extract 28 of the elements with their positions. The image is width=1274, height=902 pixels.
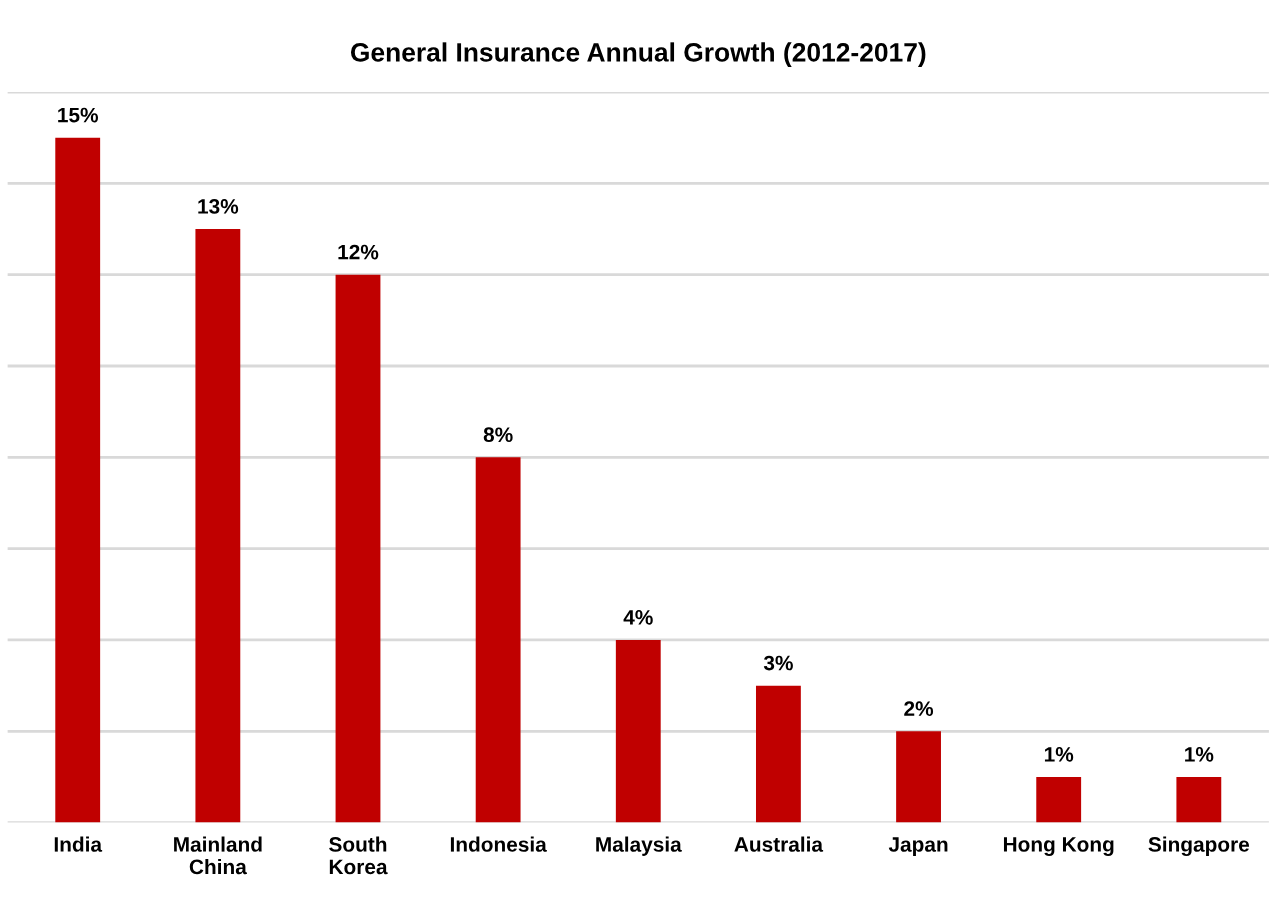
- bar: [1176, 776, 1222, 823]
- data-label: 2%: [904, 701, 934, 717]
- x-tick-label: Japan: [888, 837, 948, 856]
- bar: [755, 685, 801, 823]
- bar: [55, 137, 101, 823]
- x-tick-label: Australia: [734, 836, 824, 852]
- x-tick-label: Malaysia: [596, 836, 682, 856]
- data-label: 15%: [58, 107, 99, 123]
- x-tick-label: Mainland China: [174, 836, 262, 875]
- x-tick-label: South Korea: [329, 836, 388, 875]
- data-label: 1%: [1044, 747, 1074, 762]
- bar: [1036, 776, 1082, 823]
- data-label: 13%: [198, 199, 239, 214]
- x-tick-label: India: [54, 836, 103, 852]
- chart-title: General Insurance Annual Growth (2012-2017): [350, 42, 926, 67]
- bar: [615, 639, 661, 823]
- data-label: 8%: [483, 427, 513, 443]
- bar: [896, 731, 941, 823]
- bar: [475, 457, 521, 823]
- x-tick-label: Hong Kong: [1003, 837, 1114, 856]
- bar: [335, 274, 381, 823]
- data-label: 3%: [763, 655, 793, 671]
- data-label: 1%: [1185, 747, 1214, 762]
- data-label: 12%: [338, 244, 379, 260]
- x-tick-label: Singapore: [1148, 836, 1250, 857]
- bar: [195, 229, 241, 823]
- x-tick-label: Indonesia: [450, 836, 547, 852]
- data-label: 4%: [623, 610, 653, 625]
